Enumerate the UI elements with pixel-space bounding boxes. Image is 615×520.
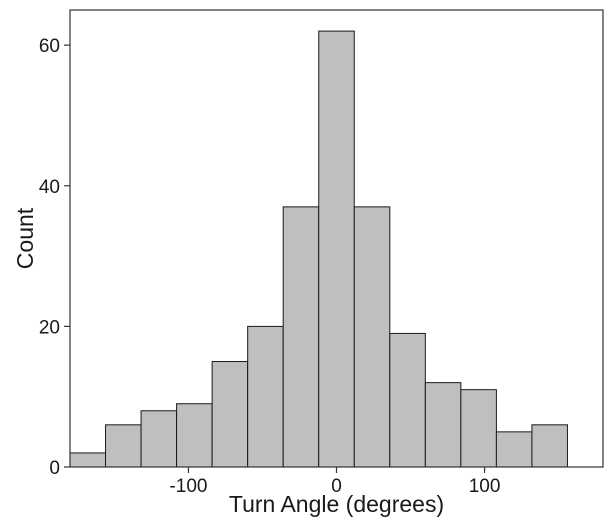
- histogram-bar: [140, 410, 178, 468]
- y-axis: 0 20 40 60: [39, 36, 70, 479]
- histogram-bar: [247, 325, 284, 468]
- y-tick-label: 0: [49, 458, 60, 479]
- histogram-bar: [105, 424, 142, 468]
- y-tick-label: 60: [39, 36, 60, 57]
- x-tick-label: 0: [331, 476, 342, 497]
- histogram-bar: [318, 30, 355, 468]
- histogram-bar: [495, 431, 533, 468]
- x-axis-title: Turn Angle (degrees): [229, 491, 444, 517]
- histogram-bar: [424, 382, 462, 468]
- histogram-bar: [69, 452, 107, 468]
- histogram-bars: [69, 30, 568, 468]
- x-axis: -100 0 100: [169, 467, 500, 497]
- y-tick-label: 40: [39, 177, 60, 198]
- histogram-bar: [282, 206, 320, 468]
- y-axis-title: Count: [12, 207, 38, 269]
- histogram-bar: [176, 403, 213, 468]
- histogram-bar: [531, 424, 568, 468]
- x-tick-label: 100: [469, 476, 501, 497]
- histogram-bar: [460, 389, 497, 468]
- histogram-bar: [389, 332, 426, 468]
- histogram-bar: [211, 361, 249, 468]
- y-tick-label: 20: [39, 317, 60, 338]
- x-tick-label: -100: [169, 476, 207, 497]
- histogram-bar: [353, 206, 391, 468]
